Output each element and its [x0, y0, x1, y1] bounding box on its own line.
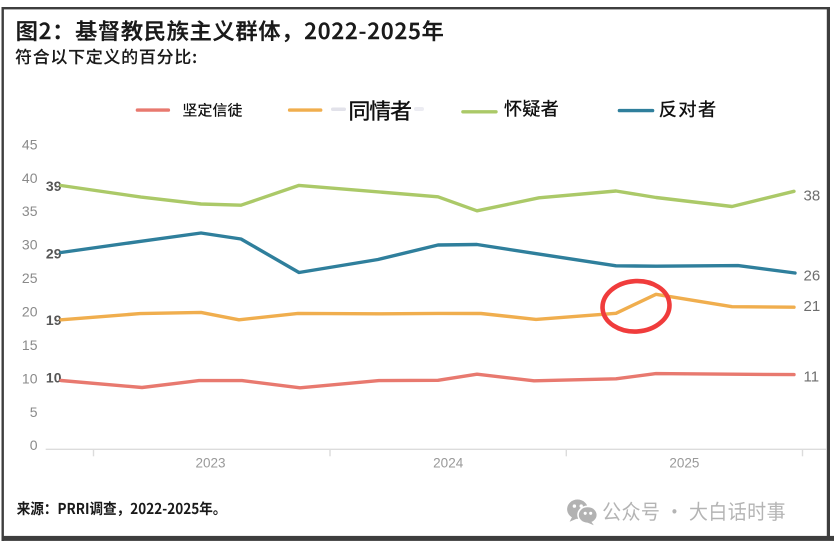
svg-text:5: 5	[30, 404, 38, 420]
svg-text:26: 26	[804, 267, 821, 284]
svg-text:45: 45	[22, 136, 38, 152]
svg-text:35: 35	[22, 203, 38, 219]
svg-text:19: 19	[46, 312, 62, 328]
svg-text:10: 10	[22, 370, 38, 386]
svg-text:2024: 2024	[433, 456, 464, 471]
svg-text:30: 30	[22, 237, 38, 253]
svg-text:0: 0	[30, 437, 38, 453]
svg-text:2023: 2023	[195, 456, 225, 471]
svg-text:38: 38	[804, 188, 821, 205]
svg-text:2025: 2025	[669, 456, 699, 471]
svg-text:29: 29	[46, 245, 62, 261]
svg-text:40: 40	[22, 170, 38, 186]
svg-text:20: 20	[22, 304, 38, 320]
svg-text:11: 11	[804, 368, 820, 385]
svg-text:10: 10	[46, 369, 62, 385]
svg-text:15: 15	[22, 337, 38, 353]
svg-text:25: 25	[22, 270, 38, 286]
svg-text:39: 39	[46, 178, 62, 194]
svg-text:21: 21	[804, 298, 821, 315]
